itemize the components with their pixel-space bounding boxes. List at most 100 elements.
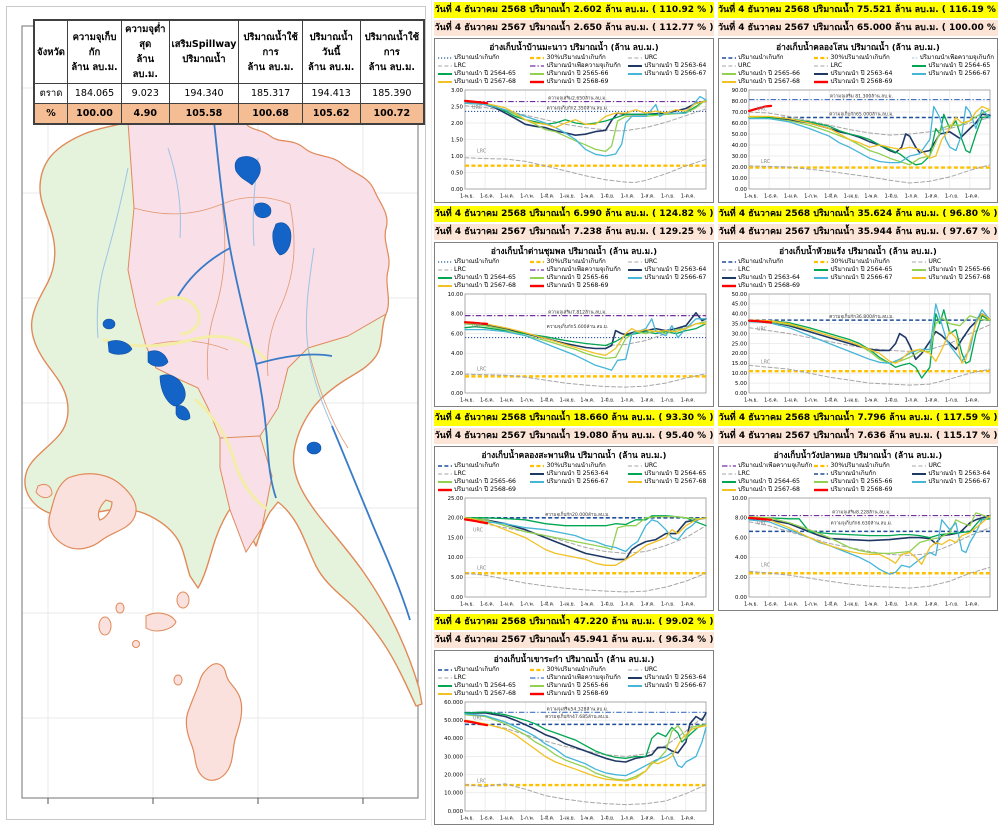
legend-swatch-icon bbox=[722, 489, 736, 491]
legend-item: ปริมาณน้ำ ปี 2565-66 bbox=[530, 682, 628, 690]
x-tick-label: 1-ต.ค. bbox=[965, 398, 979, 404]
x-tick-label: 1-มิ.ย. bbox=[885, 194, 899, 200]
x-tick-label: 1-ธ.ค. bbox=[480, 602, 494, 608]
legend-label: 30%ปริมาณน้ำเก็บกัก bbox=[830, 462, 890, 469]
series-LRC bbox=[464, 572, 707, 593]
x-tick-label: 1-ส.ค. bbox=[641, 398, 655, 404]
series-ปริมาณน้ำ ปี 2565-66 bbox=[464, 714, 707, 781]
x-tick-label: 1-ม.ค. bbox=[784, 398, 798, 404]
legend-item: ปริมาณน้ำเพื่อความจุเก็บกัก bbox=[530, 674, 628, 682]
rule-curve-label: LRC bbox=[477, 778, 487, 784]
svg-text:70.00: 70.00 bbox=[732, 110, 748, 116]
value-cell: 194.340 bbox=[168, 83, 240, 104]
legend-swatch-icon bbox=[438, 261, 452, 263]
legend-item: ปริมาณน้ำ ปี 2566-67 bbox=[912, 478, 994, 486]
x-tick-label: 1-ส.ค. bbox=[925, 602, 939, 608]
x-tick-label: 1-พ.ย. bbox=[460, 816, 474, 822]
capacity-annotation: ความจุเก็บกัก20.000ล้าน.ลบ.ม. bbox=[545, 510, 610, 518]
table-row-province: ตราด 184.065 9.023 194.340 185.317 194.4… bbox=[33, 83, 425, 104]
col-storage-capacity: ความจุเก็บกัก ล้าน ลบ.ม. bbox=[66, 19, 123, 84]
legend-label: 30%ปริมาณน้ำเก็บกัก bbox=[830, 54, 890, 61]
legend-label: ปริมาณน้ำ ปี 2568-69 bbox=[454, 486, 516, 493]
x-tick-label: 1-ส.ค. bbox=[641, 194, 655, 200]
legend-label: URC bbox=[928, 258, 942, 265]
chart-legend: ปริมาณน้ำเพื่อความจุเก็บกัก 30%ปริมาณน้ำเ… bbox=[721, 462, 995, 494]
chart-title: อ่างเก็บน้ำคลองโสน ปริมาณน้ำ (ล้าน ลบ.ม.… bbox=[776, 42, 940, 52]
x-tick-label: 1-ม.ค. bbox=[500, 602, 514, 608]
x-tick-label: 1-ก.ค. bbox=[905, 398, 919, 404]
legend-item: ปริมาณน้ำเพื่อความจุเก็บกัก bbox=[912, 54, 994, 62]
legend-label: ปริมาณน้ำ ปี 2564-65 bbox=[454, 274, 516, 281]
legend-item: 30%ปริมาณน้ำเก็บกัก bbox=[814, 258, 912, 266]
svg-text:0.00: 0.00 bbox=[451, 595, 464, 601]
svg-text:35.00: 35.00 bbox=[732, 322, 748, 328]
svg-text:40.000: 40.000 bbox=[444, 736, 463, 742]
x-tick-label: 1-ธ.ค. bbox=[764, 194, 778, 200]
legend-item: ปริมาณน้ำ ปี 2564-65 bbox=[438, 70, 530, 78]
svg-text:10.00: 10.00 bbox=[448, 555, 464, 561]
svg-text:2.00: 2.00 bbox=[451, 121, 464, 127]
col-usable-water-2: ปริมาณน้ำใช้การ ล้าน ลบ.ม. bbox=[359, 19, 425, 84]
series-ปริมาณน้ำ ปี 2565-66 bbox=[748, 109, 991, 166]
capacity-annotation: ความจุเสริม8.228ล้าน.ลบ.ม. bbox=[832, 510, 891, 516]
legend-swatch-icon bbox=[438, 677, 452, 679]
svg-text:25.00: 25.00 bbox=[448, 496, 464, 502]
chart-legend: ปริมาณน้ำเก็บกัก 30%ปริมาณน้ำเก็บกัก URC LR… bbox=[437, 462, 711, 494]
rule-curve-label: URC bbox=[472, 105, 483, 111]
islands-koh-mak-group bbox=[98, 591, 190, 648]
legend-item: ปริมาณน้ำ ปี 2568-69 bbox=[722, 282, 814, 290]
legend-swatch-icon bbox=[530, 65, 545, 67]
legend-label: ปริมาณน้ำ ปี 2563-64 bbox=[644, 62, 707, 69]
series-LRC bbox=[748, 164, 991, 184]
x-tick-label: 1-ส.ค. bbox=[925, 194, 939, 200]
legend-item: ปริมาณน้ำ ปี 2566-67 bbox=[530, 478, 628, 486]
legend-swatch-icon bbox=[628, 277, 643, 279]
series-ปริมาณน้ำ ปี 2568-69 bbox=[747, 104, 773, 112]
legend-label: ปริมาณน้ำ ปี 2565-66 bbox=[454, 478, 516, 485]
legend-label: ปริมาณน้ำเก็บกัก bbox=[454, 462, 500, 469]
svg-text:10.00: 10.00 bbox=[732, 496, 748, 502]
x-tick-label: 1-พ.ค. bbox=[580, 194, 594, 200]
x-tick-label: 1-ม.ค. bbox=[500, 398, 514, 404]
legend-label: ปริมาณน้ำ ปี 2564-65 bbox=[928, 62, 991, 69]
x-tick-label: 1-ต.ค. bbox=[681, 398, 695, 404]
col-usable-water: ปริมาณน้ำใช้การ ล้าน ลบ.ม. bbox=[238, 19, 303, 84]
svg-text:50.000: 50.000 bbox=[444, 718, 463, 724]
svg-text:15.00: 15.00 bbox=[732, 361, 748, 367]
legend-item: URC bbox=[912, 462, 994, 470]
value-cell: 194.413 bbox=[301, 83, 361, 104]
legend-swatch-icon bbox=[814, 269, 829, 271]
legend-item: ปริมาณน้ำเพื่อความจุเก็บกัก bbox=[530, 62, 628, 70]
svg-text:1.00: 1.00 bbox=[451, 154, 464, 160]
legend-swatch-icon bbox=[438, 269, 452, 271]
legend-item: URC bbox=[722, 62, 814, 70]
legend-label: URC bbox=[644, 666, 658, 673]
x-tick-label: 1-มี.ค. bbox=[540, 601, 554, 608]
legend-label: ปริมาณน้ำเก็บกัก bbox=[738, 54, 784, 61]
x-tick-label: 1-พ.ค. bbox=[580, 398, 594, 404]
legend-item: ปริมาณน้ำเก็บกัก bbox=[438, 258, 530, 266]
legend-item: ปริมาณน้ำ ปี 2568-69 bbox=[814, 486, 912, 494]
legend-label: ปริมาณน้ำ ปี 2563-64 bbox=[546, 470, 609, 477]
legend-swatch-icon bbox=[722, 73, 736, 75]
chart-legend: ปริมาณน้ำเก็บกัก 30%ปริมาณน้ำเก็บกัก URC LR… bbox=[437, 666, 711, 698]
legend-swatch-icon bbox=[628, 473, 643, 475]
series-ปริมาณน้ำ ปี 2566-67 bbox=[464, 713, 707, 777]
x-tick-label: 1-มี.ค. bbox=[540, 815, 554, 822]
legend-label: ปริมาณน้ำ ปี 2563-64 bbox=[738, 274, 800, 281]
svg-text:3.00: 3.00 bbox=[451, 88, 464, 94]
x-tick-label: 1-พ.ย. bbox=[460, 602, 474, 608]
x-tick-label: 1-พ.ค. bbox=[580, 602, 594, 608]
chart-card: อ่างเก็บน้ำคลองสะพานหิน ปริมาณน้ำ (ล้าน … bbox=[434, 446, 714, 611]
x-tick-label: 1-พ.ย. bbox=[744, 398, 758, 404]
chart-title: อ่างเก็บน้ำด่านชุมพล ปริมาณน้ำ (ล้าน ลบ.… bbox=[490, 246, 658, 256]
chart-card: อ่างเก็บน้ำวังปลาหมอ ปริมาณน้ำ (ล้าน ลบ.… bbox=[718, 446, 998, 611]
legend-swatch-icon bbox=[912, 65, 927, 67]
legend-item: ปริมาณน้ำ ปี 2567-68 bbox=[628, 478, 710, 486]
legend-item: 30%ปริมาณน้ำเก็บกัก bbox=[530, 258, 628, 266]
x-tick-label: 1-ก.พ. bbox=[520, 194, 534, 200]
rule-curve-label: LRC bbox=[477, 367, 487, 373]
series-URC bbox=[464, 105, 707, 132]
rule-curve-label: LRC bbox=[761, 562, 771, 568]
legend-swatch-icon bbox=[814, 260, 829, 264]
